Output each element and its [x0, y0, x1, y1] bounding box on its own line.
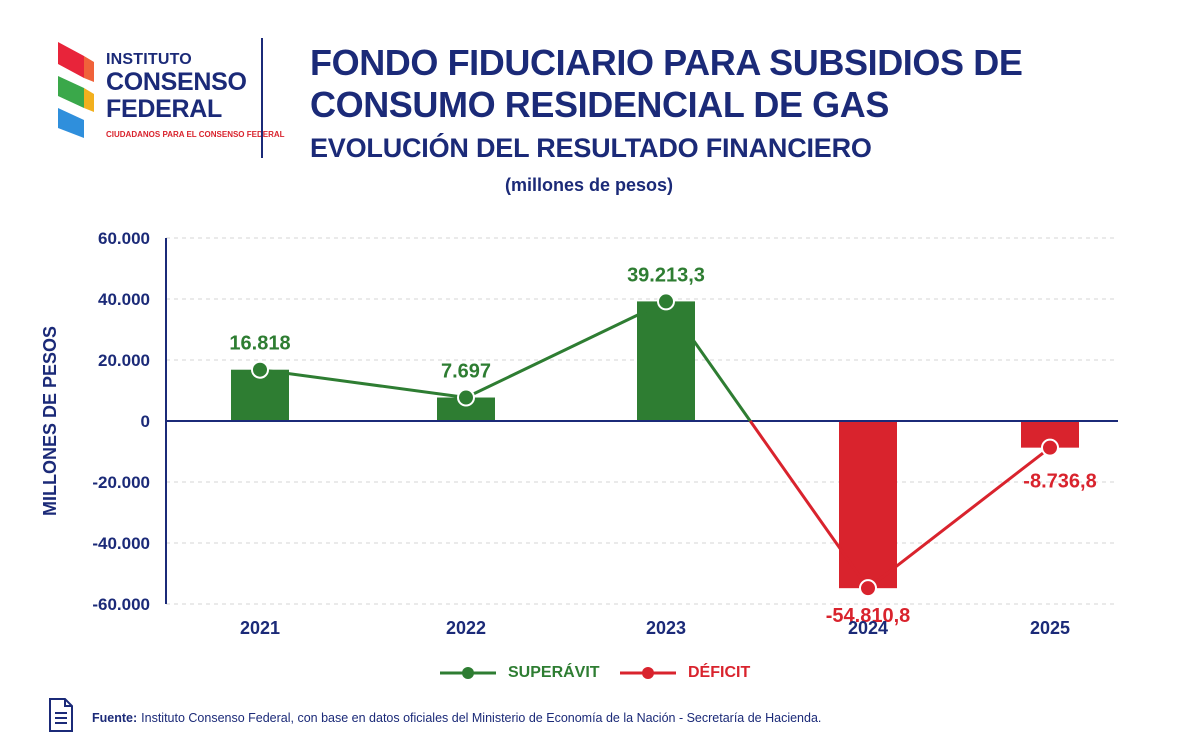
series-line-segment: [465, 300, 667, 399]
data-label-2023: 39.213,3: [627, 264, 705, 286]
y-tick-label: 0: [141, 412, 150, 431]
source-text: Instituto Consenso Federal, con base en …: [141, 711, 822, 725]
page-subtitle: EVOLUCIÓN DEL RESULTADO FINANCIERO: [310, 133, 872, 163]
series-line-segment: [664, 300, 752, 422]
data-point-2023: [657, 292, 675, 311]
unit-note: (millones de pesos): [505, 175, 674, 195]
logo-line-1: INSTITUTO: [106, 51, 192, 68]
data-point-2024: [859, 579, 877, 598]
page-title: FONDO FIDUCIARIO PARA SUBSIDIOS DE CONSU…: [310, 42, 1023, 126]
data-point-2022: [457, 388, 475, 407]
y-tick-label: 20.000: [98, 351, 150, 370]
source-note: Fuente: Instituto Consenso Federal, con b…: [92, 711, 821, 725]
legend-label-superavit: SUPERÁVIT: [508, 664, 600, 681]
logo-tagline: CIUDADANOS PARA EL CONSENSO FEDERAL: [106, 130, 285, 139]
series-line-segment: [749, 420, 870, 590]
x-tick-label: 2024: [848, 618, 888, 638]
logo: INSTITUTO CONSENSO FEDERAL CIUDADANOS PA…: [54, 38, 285, 148]
data-point-2025: [1041, 438, 1059, 457]
logo-mark-icon: [58, 42, 94, 138]
data-label-2024: -54.810,8: [826, 605, 911, 627]
y-tick-label: -40.000: [92, 534, 150, 553]
series-line-segment: [867, 446, 1051, 590]
bar-2023: [637, 301, 695, 421]
header-divider: [261, 38, 263, 158]
legend-deficit-marker-icon: [620, 667, 676, 679]
data-label-2025: -8.736,8: [1023, 471, 1096, 493]
x-tick-label: 2025: [1030, 618, 1070, 638]
document-icon: [49, 698, 73, 732]
bar-2024: [839, 421, 897, 589]
x-tick-label: 2023: [646, 618, 686, 638]
logo-line-2: CONSENSO: [106, 68, 247, 96]
legend-item-superavit: SUPERÁVIT: [440, 664, 600, 682]
x-tick-label: 2022: [446, 618, 486, 638]
series-line-segment: [259, 368, 467, 400]
logo-line-3: FEDERAL: [106, 95, 222, 123]
legend-superavit-marker-icon: [440, 667, 496, 679]
y-axis-title: MILLONES DE PESOS: [40, 326, 60, 516]
source-label: Fuente:: [92, 711, 138, 725]
legend-item-deficit: DÉFICIT: [620, 664, 750, 682]
y-tick-label: -20.000: [92, 473, 150, 492]
data-point-2021: [251, 360, 269, 379]
y-tick-label: -60.000: [92, 595, 150, 614]
x-tick-label: 2021: [240, 618, 280, 638]
data-label-2021: 16.818: [229, 333, 290, 355]
data-label-2022: 7.697: [441, 361, 491, 383]
legend-label-deficit: DÉFICIT: [688, 664, 751, 681]
bar-2022: [437, 397, 495, 421]
y-tick-label: 60.000: [98, 229, 150, 248]
y-tick-label: 40.000: [98, 290, 150, 309]
